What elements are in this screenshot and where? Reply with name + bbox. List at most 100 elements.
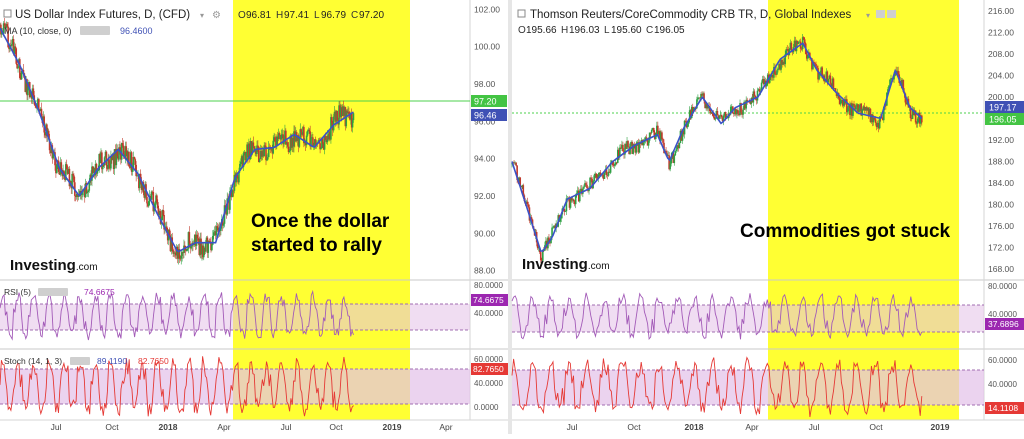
right-candle-body (733, 113, 735, 115)
right-candle-body (652, 128, 655, 133)
left-candle-body (52, 152, 55, 159)
left-stoch-d-value: 82.7650 (138, 356, 169, 366)
left-candle-body (138, 173, 141, 189)
left-candle-body (299, 129, 302, 138)
left-price-axis[interactable]: 102.00 100.00 98.00 96.00 94.00 92.00 90.00 88.… (474, 4, 500, 275)
left-candle-body (195, 234, 198, 246)
left-candle-body (60, 162, 63, 170)
right-candle-body (743, 101, 745, 110)
left-candle-body (85, 182, 88, 194)
right-candle-body (641, 140, 644, 146)
right-collapse-icon[interactable] (517, 9, 526, 18)
left-collapse-icon[interactable] (3, 9, 12, 18)
right-candle-body (772, 74, 774, 78)
right-candle-body (753, 91, 756, 96)
charts-separator[interactable] (508, 0, 512, 434)
left-candle-body (110, 156, 112, 169)
left-candle-body (29, 92, 32, 98)
left-ma-tag (471, 109, 507, 121)
left-candle-body (151, 191, 154, 193)
left-candle-body (229, 191, 231, 210)
right-candle-body (771, 74, 773, 78)
right-candle-body (745, 99, 747, 109)
left-candle-body (235, 173, 238, 183)
right-candle-body (839, 100, 842, 105)
right-candle-body (858, 108, 860, 112)
right-candle-body (659, 130, 661, 142)
left-settings-icon[interactable]: ⚙ (212, 10, 221, 21)
left-candle-body (193, 234, 196, 244)
right-candle-body (897, 70, 899, 75)
left-candle-body (248, 143, 250, 158)
right-candle-body (660, 132, 662, 142)
right-rsi-tick-label: 40.0000 (988, 310, 1017, 319)
right-candle-body (704, 100, 706, 109)
left-candle-body (260, 150, 263, 157)
right-settings-icon[interactable] (887, 10, 896, 18)
right-candle-body (877, 122, 880, 129)
right-time-axis[interactable]: Jul Oct 2018 Apr Jul Oct 2019 (567, 422, 950, 432)
left-candle-body (125, 146, 128, 151)
left-candle-body (294, 131, 296, 142)
right-candle-body (816, 66, 818, 69)
left-candle-body (105, 151, 108, 166)
right-eye-icon[interactable] (876, 10, 885, 18)
right-candle-body (686, 123, 689, 128)
right-candle-body (754, 95, 757, 99)
right-candle-body (758, 89, 761, 92)
right-chart[interactable]: 216.00212.00208.00204.00200.00196.00192.… (511, 0, 1024, 434)
left-candle-body (232, 190, 235, 192)
left-candle-body (300, 129, 302, 133)
left-candle-body (297, 135, 300, 147)
left-candle-body (343, 107, 346, 116)
left-candle-body (212, 232, 215, 236)
left-rsi-controls-icon[interactable] (38, 288, 68, 296)
right-candle-body (530, 217, 533, 220)
left-title-chevron-icon[interactable]: ▾ (200, 11, 204, 20)
left-candle-body (346, 110, 348, 114)
left-candle-body (112, 153, 115, 170)
right-price-axis[interactable]: 216.00212.00208.00204.00200.00196.00192.… (988, 6, 1014, 274)
left-x-tick-label: Apr (217, 422, 230, 432)
left-candle-body (55, 165, 57, 174)
left-candle-body (230, 189, 233, 198)
right-candle-body (802, 37, 805, 40)
left-candle-body (231, 190, 234, 198)
left-candle-body (209, 241, 211, 243)
left-ma-controls-icon[interactable] (80, 26, 110, 35)
right-candle-body (613, 164, 616, 166)
right-candle-body (873, 117, 876, 120)
left-y-tick-label: 92.00 (474, 191, 496, 201)
left-stoch-controls-icon[interactable] (70, 357, 90, 365)
left-y-tick-label: 94.00 (474, 154, 496, 164)
right-candle-body (814, 63, 816, 64)
left-candle-body (332, 116, 335, 131)
right-rsi-tag (985, 318, 1024, 330)
right-candle-body (572, 199, 575, 202)
left-time-axis[interactable]: Jul Oct 2018 Apr Jul Oct 2019 Apr (51, 422, 453, 432)
right-candle-body (777, 68, 779, 71)
right-candle-body (841, 100, 844, 106)
left-candle-body (157, 208, 160, 216)
left-candle-body (286, 142, 289, 147)
left-chart[interactable]: 102.00 100.00 98.00 96.00 94.00 92.00 90.00 88.… (0, 0, 508, 434)
right-candle-body (723, 112, 726, 116)
left-candle-body (3, 23, 6, 26)
right-candle-body (554, 225, 556, 229)
right-candle-body (646, 138, 649, 146)
left-candle-body (287, 146, 290, 153)
right-candle-body (577, 190, 580, 202)
left-candle-body (322, 138, 324, 144)
right-candle-body (607, 171, 610, 176)
right-y-tick-label: 184.00 (988, 178, 1014, 188)
left-candle-body (202, 245, 204, 258)
left-candle-body (32, 88, 35, 96)
right-candle-body (855, 107, 857, 110)
left-candle-body (178, 249, 181, 259)
left-candle-body (182, 252, 184, 254)
right-title-chevron-icon[interactable]: ▾ (866, 11, 870, 20)
right-candle-body (527, 204, 530, 208)
right-candle-body (597, 174, 600, 179)
right-candle-body (599, 172, 602, 176)
